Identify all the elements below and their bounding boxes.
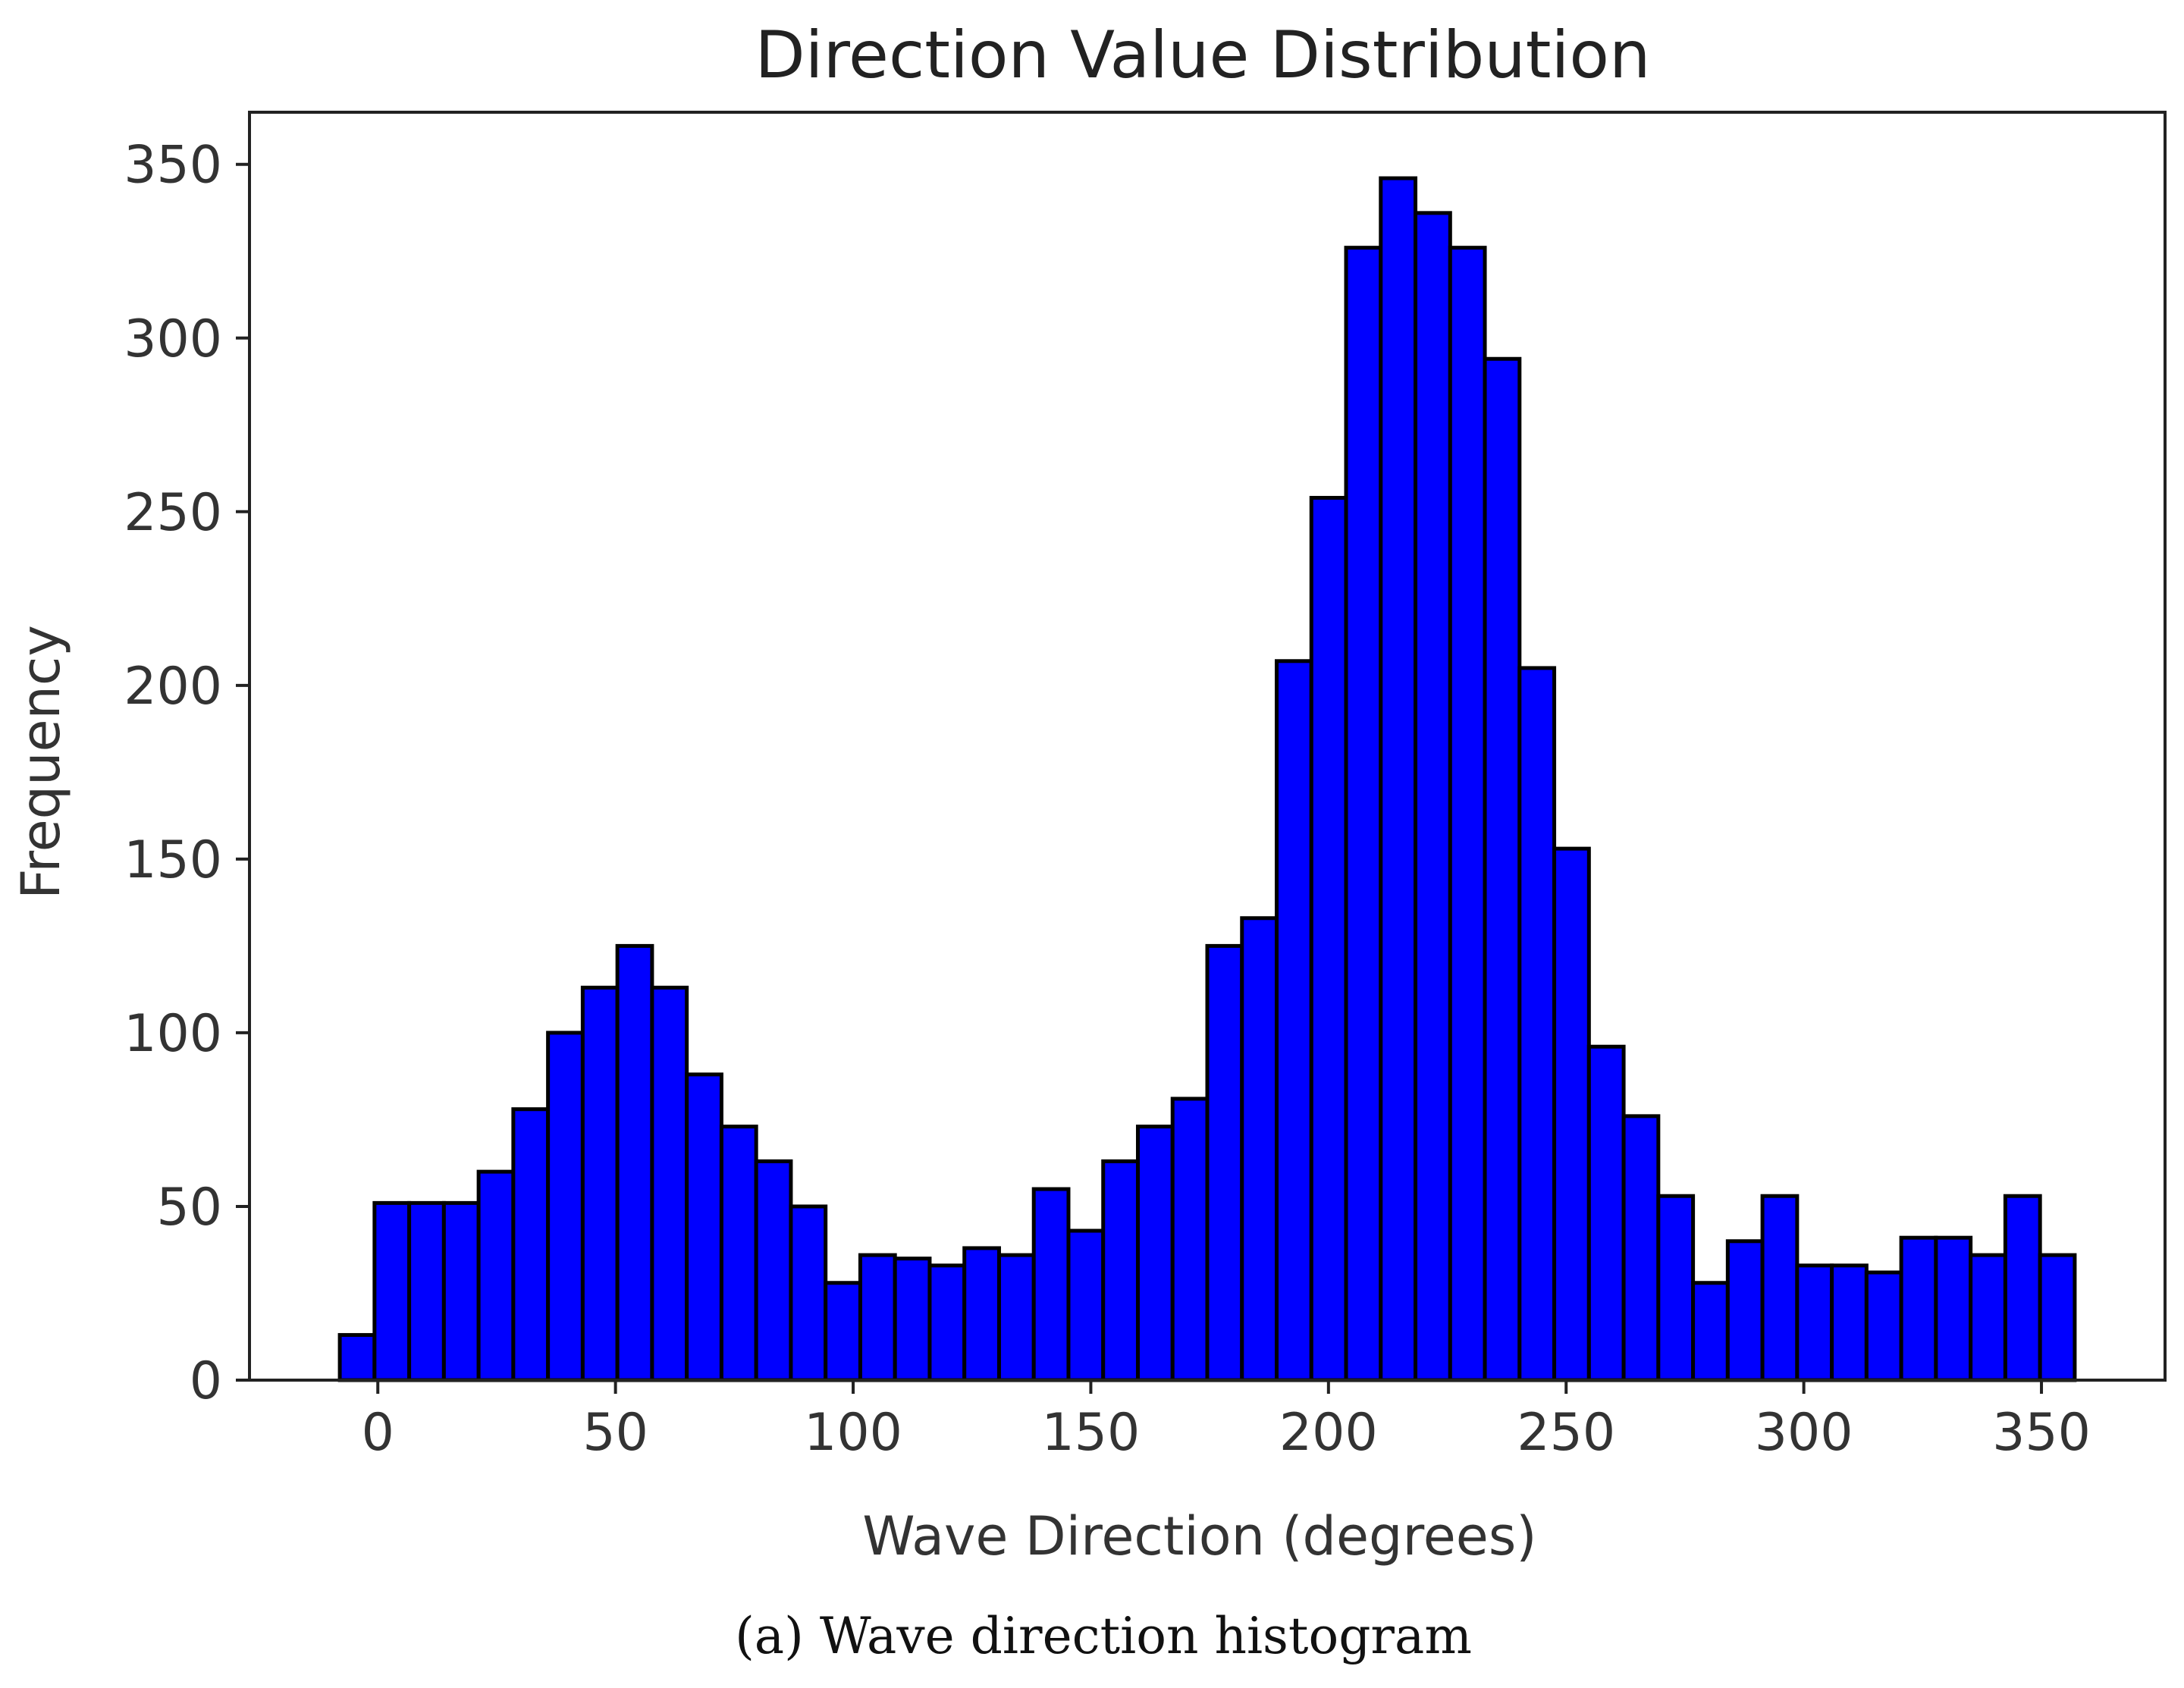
y-tick-label: 250 xyxy=(124,483,222,543)
histogram-bar xyxy=(2003,1194,2042,1382)
histogram-bar xyxy=(1379,176,1418,1382)
histogram-bar xyxy=(1448,246,1487,1382)
histogram-bar xyxy=(1414,211,1452,1382)
plot-frame xyxy=(248,111,2167,1382)
histogram-bar xyxy=(1969,1253,2007,1382)
histogram-bar xyxy=(1656,1194,1696,1382)
histogram-bar xyxy=(650,985,689,1382)
histogram-bar xyxy=(996,1253,1036,1382)
histogram-bar xyxy=(580,985,620,1382)
histogram-bar xyxy=(1240,916,1279,1382)
y-tick-label: 200 xyxy=(124,657,222,717)
histogram-bar xyxy=(1795,1263,1834,1382)
x-tick-label: 100 xyxy=(804,1403,902,1463)
histogram-bar xyxy=(546,1031,585,1382)
histogram-bar xyxy=(337,1332,377,1382)
histogram-bar xyxy=(1621,1114,1661,1382)
histogram-bar xyxy=(1066,1228,1106,1382)
histogram-bar xyxy=(1830,1263,1869,1382)
histogram-bar xyxy=(754,1159,793,1382)
histogram-bar xyxy=(824,1281,862,1382)
histogram-bar xyxy=(1170,1097,1210,1382)
plot-area: 0 50 100 150 200 250 300 350 0 50 100 150 200 250 300 3… xyxy=(124,111,2167,1463)
histogram-bar xyxy=(962,1246,1001,1382)
histogram-bar xyxy=(719,1125,758,1382)
histogram-bar xyxy=(685,1072,723,1382)
histogram-bar xyxy=(1725,1239,1765,1382)
histogram-bar xyxy=(1031,1187,1071,1382)
histogram-bar xyxy=(927,1263,967,1382)
y-tick-label: 50 xyxy=(156,1178,222,1238)
histogram-bar xyxy=(789,1204,828,1382)
histogram-bar xyxy=(372,1200,412,1382)
histogram-bar xyxy=(615,943,654,1382)
y-tick-label: 150 xyxy=(124,830,222,890)
histogram-bar xyxy=(1205,943,1244,1382)
x-tick-label: 200 xyxy=(1279,1403,1378,1463)
histogram-bar xyxy=(1309,495,1348,1382)
histogram-bar xyxy=(1864,1270,1903,1382)
y-tick-label: 100 xyxy=(124,1004,222,1064)
histogram-bar xyxy=(407,1200,446,1382)
x-tick-label: 50 xyxy=(582,1403,648,1463)
figure-caption: (a) Wave direction histogram xyxy=(735,1607,1472,1665)
histogram-bar xyxy=(858,1253,897,1382)
histogram-bar xyxy=(1899,1235,1938,1382)
histogram-bar xyxy=(2038,1253,2077,1382)
histogram-bar xyxy=(1691,1281,1730,1382)
y-axis-label: Frequency xyxy=(10,625,72,899)
histogram-bar xyxy=(893,1257,932,1382)
histogram-bar xyxy=(1934,1235,1973,1382)
histogram-bar xyxy=(1135,1125,1175,1382)
x-tick-label: 0 xyxy=(362,1403,394,1463)
x-tick-label: 350 xyxy=(1992,1403,2091,1463)
histogram-bar xyxy=(476,1169,516,1382)
x-tick-label: 300 xyxy=(1755,1403,1853,1463)
histogram-bar xyxy=(511,1107,551,1382)
y-tick-label: 300 xyxy=(124,309,222,369)
histogram-bar xyxy=(1344,246,1383,1382)
histogram-bar xyxy=(1586,1044,1626,1382)
y-tick-label: 350 xyxy=(124,136,222,196)
histogram-bars xyxy=(337,176,2077,1382)
chart-title: Direction Value Distribution xyxy=(755,17,1650,93)
histogram-bar xyxy=(1552,846,1591,1382)
x-tick-label: 150 xyxy=(1042,1403,1141,1463)
histogram-bar xyxy=(1483,356,1522,1382)
histogram-bar xyxy=(441,1200,481,1382)
x-tick-label: 250 xyxy=(1517,1403,1615,1463)
histogram-bar xyxy=(1517,666,1557,1382)
histogram-bar xyxy=(1760,1194,1800,1382)
y-tick-label: 0 xyxy=(190,1351,222,1411)
x-axis-label: Wave Direction (degrees) xyxy=(862,1505,1536,1567)
histogram-bar xyxy=(1101,1159,1140,1382)
histogram-bar xyxy=(1275,659,1313,1382)
